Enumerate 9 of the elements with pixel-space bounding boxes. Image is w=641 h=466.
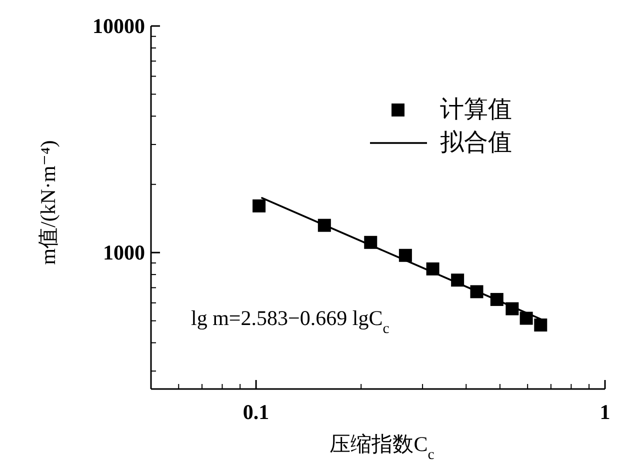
y-axis-title: m值/(kN·m⁻⁴) (36, 140, 60, 265)
y-tick-label: 1000 (103, 240, 145, 265)
x-axis-title: 压缩指数C$_{c}$ (330, 432, 435, 463)
legend-label: 计算值 (440, 97, 512, 123)
annotation: lg m=2.583−0.669 lgC$_{c}$ (191, 306, 390, 337)
legend-label: 拟合值 (440, 129, 512, 156)
y-tick-label: 10000 (92, 14, 145, 38)
x-tick-label: 1 (600, 400, 610, 424)
x-tick-label: 0.1 (242, 400, 270, 424)
